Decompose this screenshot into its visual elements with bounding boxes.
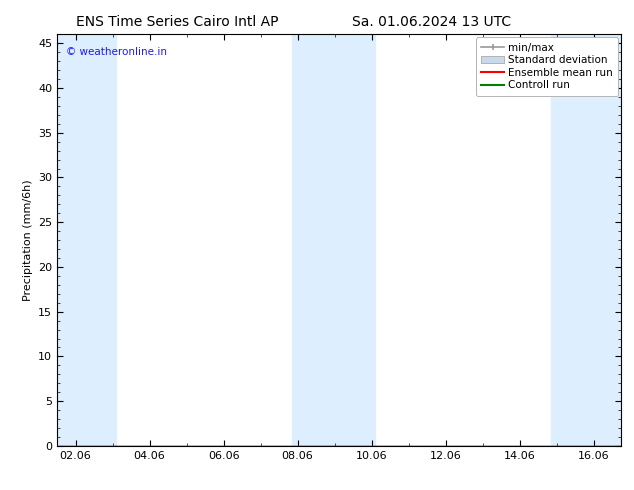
Bar [551,34,621,446]
Text: © weatheronline.in: © weatheronline.in [65,47,167,57]
Bar [57,34,116,446]
Text: ENS Time Series Cairo Intl AP: ENS Time Series Cairo Intl AP [76,15,279,29]
Bar [292,34,375,446]
Y-axis label: Precipitation (mm/6h): Precipitation (mm/6h) [23,179,32,301]
Legend: min/max, Standard deviation, Ensemble mean run, Controll run: min/max, Standard deviation, Ensemble me… [476,37,618,96]
Text: Sa. 01.06.2024 13 UTC: Sa. 01.06.2024 13 UTC [352,15,510,29]
